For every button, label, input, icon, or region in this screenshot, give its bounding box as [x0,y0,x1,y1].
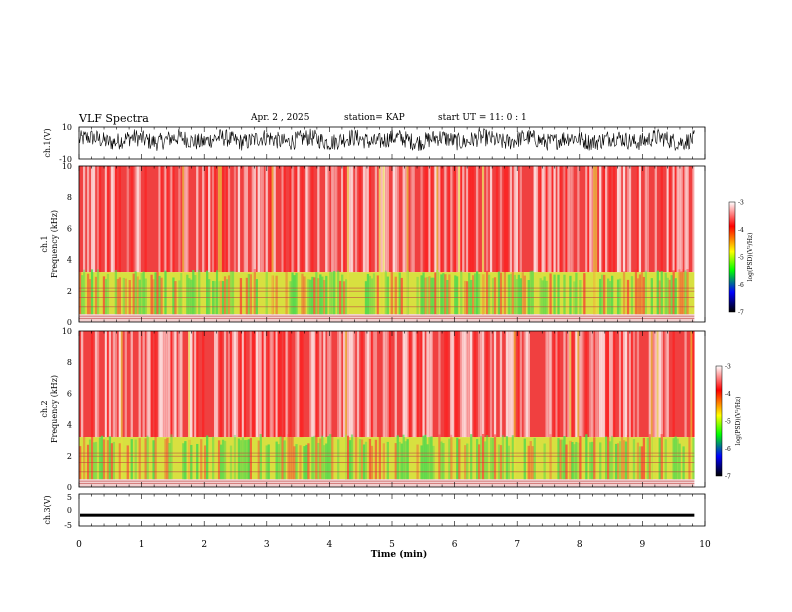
x-tick-label: 7 [514,540,520,550]
ch3-waveform-panel: 5 0 -5 ch.3(V) [43,493,706,530]
x-tick-label: 10 [699,540,711,550]
ch1-ylabel-b: Frequency (kHz) [50,210,59,278]
ch1-spectrogram-panel: 0 2 4 6 8 10 ch.1 Frequency (kHz) [40,162,706,327]
x-tick-label: 5 [389,540,395,550]
spec1-ytick: 6 [67,224,72,233]
ch1-ylabel-a: ch.1 [40,235,49,252]
ch3-ytick-0: 0 [67,506,72,515]
spec2-ytick: 6 [67,389,72,398]
ch1-waveform-panel: 10 -10 ch.1(V) [43,123,706,164]
colorbar-tick-label: -3 [725,364,731,371]
ch2-spectrogram-panel: 0 2 4 6 8 10 ch.2 Frequency (kHz) [40,327,706,492]
ch1-ytick-bottom: -10 [59,155,72,164]
ch1-waveform-line [78,128,695,152]
ch2-colorbar: -3 -4 -5 -6 -7 log(PSD)(V²/Hz) [715,364,742,481]
date-label: Apr. 2 , 2025 [251,113,310,123]
x-axis-label: Time (min) [371,549,428,560]
x-tick-label: 2 [201,540,207,550]
panel-ticks [78,127,706,526]
x-tick-label: 4 [327,540,333,550]
ch2-colorbar-label: log(PSD)(V²/Hz) [735,397,742,446]
start-time-label: start UT = 11: 0 : 1 [438,113,527,123]
ch3-waveform-band [80,513,695,517]
ch2-ylabel-a: ch.2 [40,400,49,417]
spec2-ytick: 2 [67,452,72,461]
colorbar-tick-label: -7 [725,474,731,481]
ch1-ytick-top: 10 [62,123,72,132]
spec2-ytick: 8 [67,358,72,367]
ch1-spectrogram-image: 0 2 4 6 8 10 [62,162,695,327]
colorbar-tick-label: -5 [738,255,744,262]
x-tick-label: 3 [264,540,270,550]
x-tick-label: 8 [577,540,583,550]
colorbar-tick-label: -4 [725,391,731,398]
x-axis: 0 1 2 3 4 5 6 7 8 9 10 [76,540,711,550]
colorbar-tick-label: -3 [738,200,744,207]
spec1-ytick: 2 [67,287,72,296]
spec1-ytick: 4 [67,256,72,265]
spec2-ytick: 0 [67,483,72,492]
ch3-ytick-minus5: -5 [64,521,72,530]
ch3-ytick-5: 5 [67,493,72,502]
colorbar-tick-label: -5 [725,419,731,426]
station-label: station= KAP [344,113,405,123]
colorbar-tick-label: -6 [725,446,731,453]
ch3-ylabel: ch.3(V) [43,495,52,524]
x-tick-label: 6 [452,540,458,550]
colorbar-tick-label: -6 [738,282,744,289]
colorbar-tick-label: -7 [738,310,744,317]
x-tick-label: 9 [640,540,646,550]
spec2-ytick: 4 [67,421,72,430]
x-tick-label: 0 [76,540,82,550]
chart-title: VLF Spectra [79,112,149,125]
ch2-ylabel-b: Frequency (kHz) [50,375,59,443]
ch2-spectrogram-image: 0 2 4 6 8 10 [62,327,695,492]
spec1-ytick: 0 [67,318,72,327]
spec2-ytick: 10 [62,327,72,336]
ch1-colorbar: -3 -4 -5 -6 -7 log(PSD)(V²/Hz) [728,200,754,317]
ch1-ylabel: ch.1(V) [43,128,52,157]
spec1-ytick: 10 [62,162,72,171]
spec1-ytick: 8 [67,193,72,202]
ch1-colorbar-label: log(PSD)(V²/Hz) [747,233,754,282]
x-tick-label: 1 [139,540,145,550]
colorbar-tick-label: -4 [738,227,744,234]
